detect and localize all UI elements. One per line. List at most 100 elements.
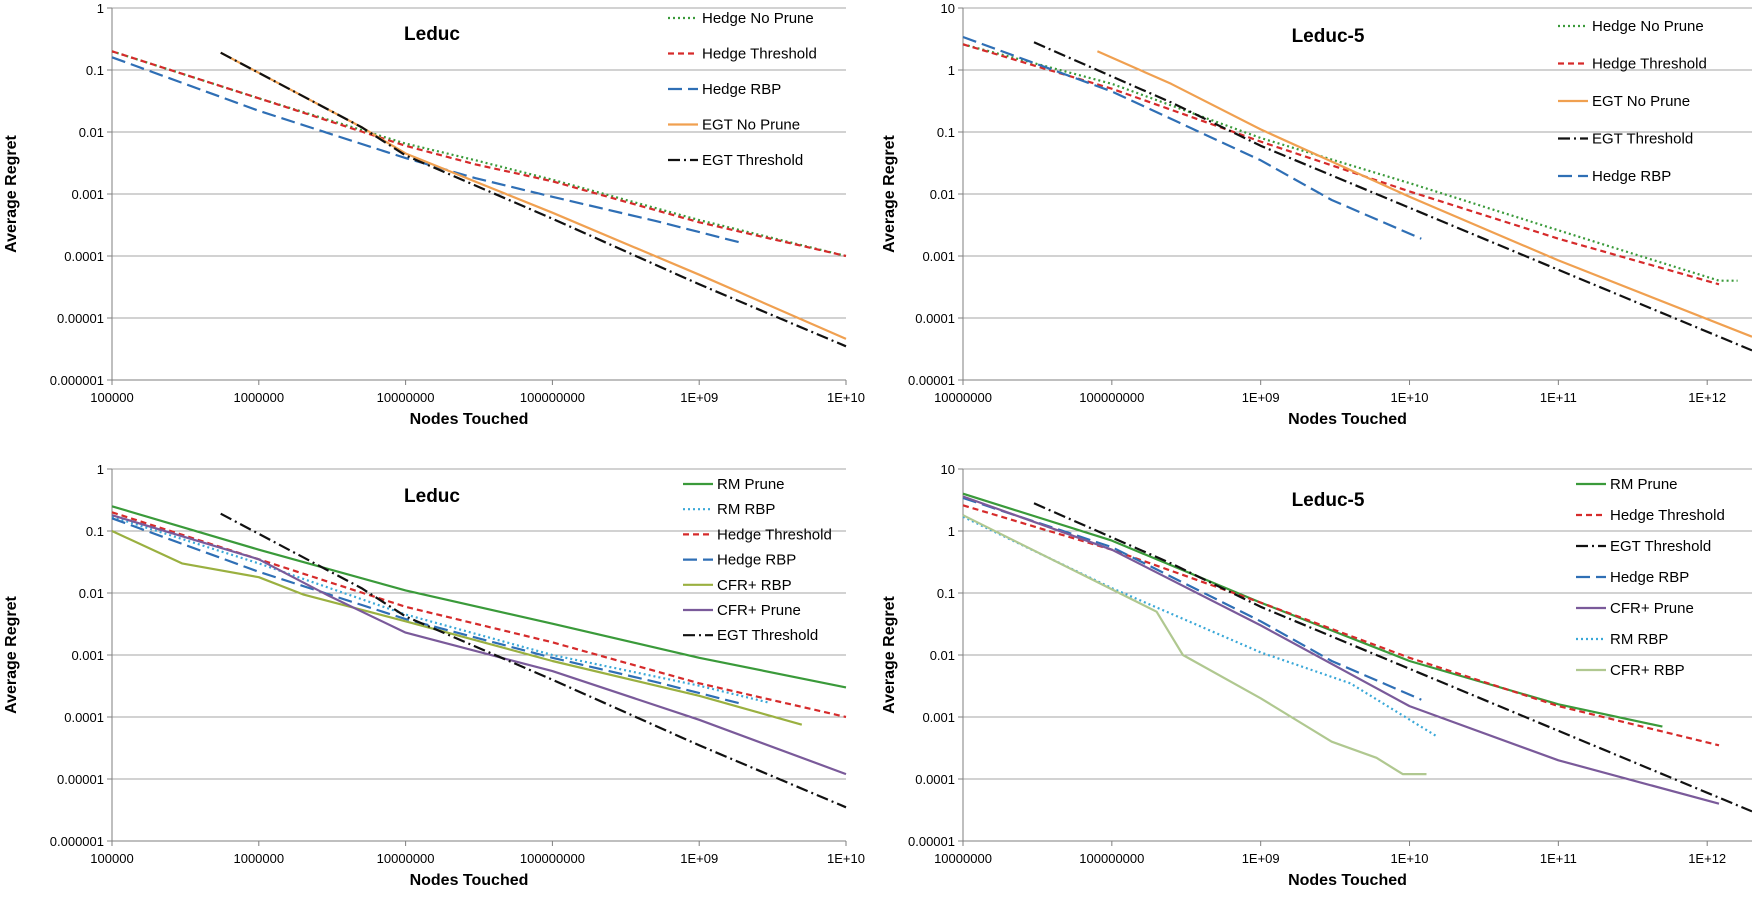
chart-panel-4: 0.00001 0.0001 0.001 0.01 0.1 1 10 10000000 1000…	[881, 462, 1752, 889]
series-line-rm-prune	[962, 492, 1663, 728]
legend: RM Prune RM RBP Hedge Threshold Hedge RBP CF…	[683, 476, 832, 644]
x-tick-label: 1E+10	[827, 390, 865, 405]
x-tick-label: 1E+09	[1242, 851, 1280, 866]
series-line-hedge-threshold	[962, 504, 1720, 747]
y-tick-label: 10	[941, 1, 955, 16]
y-tick-label: 0.01	[79, 586, 104, 601]
y-tick-label: 1	[948, 63, 955, 78]
chart-title: Leduc	[404, 24, 460, 45]
legend-label: RM Prune	[717, 476, 785, 493]
series-line-hedge-rbp	[111, 56, 744, 245]
series-line-hedge-threshold	[111, 511, 847, 719]
series-line-rm-rbp	[111, 515, 770, 704]
y-tick-label: 0.0001	[64, 249, 104, 264]
y-tick-label: 0.000001	[50, 373, 104, 388]
legend-label: Hedge Threshold	[1610, 507, 1725, 524]
y-tick-label: 0.000001	[50, 834, 104, 849]
x-axis-label: Nodes Touched	[410, 411, 529, 428]
series-line-hedge-rbp	[962, 496, 1422, 701]
x-tick-label: 1E+09	[1242, 390, 1280, 405]
series-line-egt-no-prune	[1096, 50, 1752, 338]
legend: RM Prune Hedge Threshold EGT Threshold Hedg…	[1576, 476, 1725, 679]
legend-label: Hedge RBP	[702, 81, 781, 98]
y-tick-label: 0.00001	[57, 311, 104, 326]
y-tick-label: 1	[948, 524, 955, 539]
legend: Hedge No Prune Hedge Threshold Hedge RBP EG…	[668, 10, 817, 169]
legend-label: EGT No Prune	[1592, 93, 1690, 110]
x-tick-label: 1E+11	[1540, 851, 1577, 866]
legend-label: Hedge RBP	[717, 552, 796, 569]
y-tick-label: 0.01	[930, 187, 955, 202]
y-tick-label: 0.00001	[908, 373, 955, 388]
x-tick-label: 100000000	[1079, 851, 1144, 866]
chart-panel-1: 0.000001 0.00001 0.0001 0.001 0.01 0.1 1 100000…	[3, 1, 865, 428]
x-tick-label: 1E+09	[680, 851, 718, 866]
y-tick-label: 1	[97, 462, 104, 477]
legend-label: EGT Threshold	[1610, 538, 1711, 555]
x-tick-label: 1E+12	[1688, 390, 1726, 405]
legend: Hedge No Prune Hedge Threshold EGT No Prun…	[1558, 18, 1707, 185]
x-tick-label: 100000000	[520, 851, 585, 866]
legend-label: Hedge Threshold	[1592, 56, 1707, 73]
legend-label: Hedge RBP	[1610, 569, 1689, 586]
series-line-hedge-rbp	[962, 35, 1422, 240]
y-tick-label: 0.0001	[915, 772, 955, 787]
series-line-cfr-rbp	[111, 530, 803, 726]
legend-label: Hedge No Prune	[702, 10, 814, 27]
x-tick-label: 1E+10	[827, 851, 865, 866]
x-tick-label: 1000000	[233, 390, 284, 405]
chart-title: Leduc	[404, 486, 460, 507]
legend-label: CFR+ RBP	[1610, 662, 1685, 679]
series-line-egt-threshold	[220, 512, 847, 809]
y-axis-label: Average Regret	[881, 595, 898, 713]
y-tick-label: 0.0001	[915, 311, 955, 326]
legend-label: Hedge Threshold	[717, 526, 832, 543]
x-axis-label: Nodes Touched	[410, 872, 529, 889]
chart-title: Leduc-5	[1292, 490, 1365, 511]
y-tick-label: 0.1	[937, 586, 955, 601]
x-tick-label: 100000000	[520, 390, 585, 405]
y-tick-label: 0.001	[71, 648, 104, 663]
legend-label: CFR+ Prune	[1610, 600, 1694, 617]
legend-label: RM RBP	[717, 501, 775, 518]
x-axis-label: Nodes Touched	[1288, 411, 1407, 428]
y-axis-label: Average Regret	[881, 134, 898, 252]
x-tick-label: 10000000	[377, 851, 435, 866]
x-tick-label: 100000	[90, 851, 133, 866]
y-tick-label: 0.01	[930, 648, 955, 663]
legend-label: RM RBP	[1610, 631, 1668, 648]
series-line-cfr-rbp	[962, 514, 1427, 776]
legend-label: RM Prune	[1610, 476, 1678, 493]
x-tick-label: 10000000	[934, 390, 992, 405]
y-tick-label: 0.00001	[908, 834, 955, 849]
series-line-hedge-no-prune	[111, 50, 847, 258]
x-tick-label: 10000000	[934, 851, 992, 866]
legend-label: EGT No Prune	[702, 117, 800, 134]
series-line-rm-prune	[111, 505, 847, 689]
y-tick-label: 0.0001	[64, 710, 104, 725]
y-tick-label: 0.001	[922, 249, 955, 264]
legend-label: EGT Threshold	[717, 627, 818, 644]
series-line-hedge-rbp	[111, 517, 744, 706]
y-tick-label: 10	[941, 462, 955, 477]
chart-title: Leduc-5	[1292, 26, 1365, 47]
legend-label: Hedge RBP	[1592, 168, 1671, 185]
x-tick-label: 100000000	[1079, 390, 1144, 405]
x-tick-label: 100000	[90, 390, 133, 405]
y-tick-label: 1	[97, 1, 104, 16]
x-tick-label: 1E+09	[680, 390, 718, 405]
x-axis-label: Nodes Touched	[1288, 872, 1407, 889]
legend-label: CFR+ Prune	[717, 602, 801, 619]
x-tick-label: 1E+11	[1540, 390, 1577, 405]
y-axis-label: Average Regret	[3, 134, 20, 252]
y-tick-label: 0.00001	[57, 772, 104, 787]
y-tick-label: 0.1	[86, 524, 104, 539]
y-tick-label: 0.1	[937, 125, 955, 140]
legend-label: EGT Threshold	[1592, 131, 1693, 148]
series-line-egt-threshold	[220, 51, 847, 348]
x-tick-label: 1000000	[233, 851, 284, 866]
series-line-cfr-prune	[111, 514, 847, 776]
series-line-egt-threshold	[1033, 41, 1752, 352]
